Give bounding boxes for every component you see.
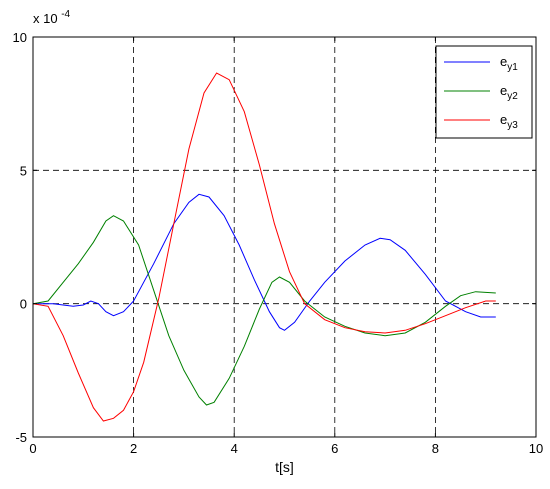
legend-label-y3: ey3 [500, 112, 518, 131]
series-layer [32, 72, 496, 422]
x-tick-label: 2 [130, 441, 137, 456]
y-tick-label: 5 [20, 163, 27, 178]
plot-frame [32, 36, 537, 438]
y-tick-label: -5 [15, 430, 27, 445]
y-tick-label: 10 [13, 30, 27, 45]
x-tick-label: 10 [529, 441, 543, 456]
legend-label-y2: ey2 [500, 83, 518, 102]
x-tick-label: 6 [331, 441, 338, 456]
y-tick-label: 0 [20, 297, 27, 312]
legend-box [435, 45, 533, 139]
legend: ey1 ey2 ey3 [435, 45, 533, 139]
x-tick-label: 0 [29, 441, 36, 456]
series-line-y3 [32, 72, 496, 422]
x-tick-label: 4 [231, 441, 238, 456]
series-line-y2 [32, 215, 496, 406]
y-multiplier-exponent: -4 [61, 9, 70, 20]
legend-label-y1: ey1 [500, 54, 518, 73]
y-axis-multiplier: x 10 -4 [33, 9, 71, 26]
series-line-y1 [33, 193, 496, 331]
x-axis-label: t[s] [275, 459, 294, 475]
y-multiplier-base: x 10 [33, 11, 58, 26]
x-tick-label: 8 [432, 441, 439, 456]
